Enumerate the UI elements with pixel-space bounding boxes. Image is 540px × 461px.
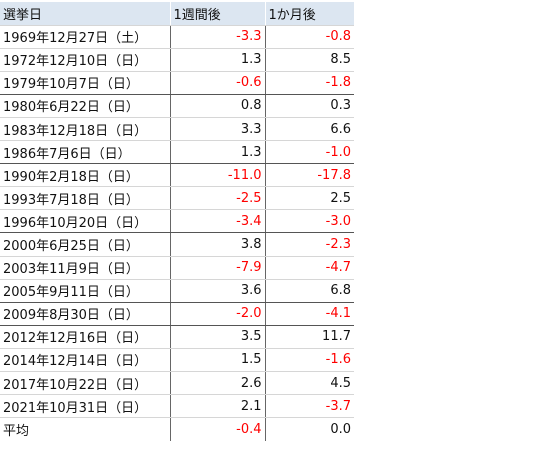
one-week-change-cell: -2.0 bbox=[170, 302, 266, 326]
table-row: 2017年10月22日（日） 2.6 4.5 bbox=[0, 371, 354, 396]
one-week-change-cell: 2.1 bbox=[170, 394, 266, 419]
election-date-cell: 1969年12月27日（土） bbox=[0, 25, 171, 49]
one-week-change-cell: -7.9 bbox=[170, 256, 266, 280]
one-month-change-cell: -3.0 bbox=[265, 209, 354, 234]
table-row: 1969年12月27日（土） -3.3 -0.8 bbox=[0, 25, 354, 49]
table-row: 2009年8月30日（日） -2.0 -4.1 bbox=[0, 302, 354, 326]
election-date-cell: 1979年10月7日（日） bbox=[0, 71, 171, 95]
one-month-change-cell: -0.8 bbox=[265, 25, 354, 49]
one-month-change-cell: 0.3 bbox=[265, 94, 354, 118]
one-month-change-cell: 11.7 bbox=[265, 325, 354, 349]
table-row: 2005年9月11日（日） 3.6 6.8 bbox=[0, 279, 354, 303]
one-month-change-cell: 2.5 bbox=[265, 186, 354, 211]
election-date-cell: 2009年8月30日（日） bbox=[0, 302, 171, 326]
table-row: 2014年12月14日（日） 1.5 -1.6 bbox=[0, 348, 354, 373]
one-week-change-cell: -2.5 bbox=[170, 186, 266, 211]
table-row: 1983年12月18日（日） 3.3 6.6 bbox=[0, 117, 354, 142]
one-week-change-cell: -0.6 bbox=[170, 71, 266, 95]
one-week-change-cell: 0.8 bbox=[170, 94, 266, 118]
one-month-change-cell: -1.6 bbox=[265, 348, 354, 373]
one-month-change-cell: 8.5 bbox=[265, 48, 354, 72]
one-week-change-cell: 3.6 bbox=[170, 279, 266, 303]
header-one-month-after: 1か月後 bbox=[264, 2, 354, 26]
election-date-cell: 1990年2月18日（日） bbox=[0, 163, 171, 188]
one-week-change-cell: 3.8 bbox=[170, 232, 266, 257]
one-week-change-cell: 1.3 bbox=[170, 48, 266, 72]
one-week-change-cell: -3.4 bbox=[170, 209, 266, 234]
table-row: 1990年2月18日（日） -11.0 -17.8 bbox=[0, 163, 354, 188]
table-row: 2012年12月16日（日） 3.5 11.7 bbox=[0, 325, 354, 349]
table-body: 1969年12月27日（土） -3.3 -0.8 1972年12月10日（日） 1.3 8… bbox=[0, 25, 354, 419]
average-one-week: -0.4 bbox=[170, 417, 266, 441]
header-row: 選挙日 1週間後 1か月後 bbox=[0, 2, 354, 26]
one-month-change-cell: -1.8 bbox=[265, 71, 354, 95]
election-returns-table: 選挙日 1週間後 1か月後 1969年12月27日（土） -3.3 -0.8 1972… bbox=[0, 2, 354, 441]
one-week-change-cell: 1.3 bbox=[170, 140, 266, 165]
one-week-change-cell: 1.5 bbox=[170, 348, 266, 373]
election-date-cell: 2005年9月11日（日） bbox=[0, 279, 171, 303]
election-date-cell: 1993年7月18日（日） bbox=[0, 186, 171, 211]
election-date-cell: 2021年10月31日（日） bbox=[0, 394, 171, 419]
table-row: 1979年10月7日（日） -0.6 -1.8 bbox=[0, 71, 354, 95]
election-date-cell: 2012年12月16日（日） bbox=[0, 325, 171, 349]
one-week-change-cell: -11.0 bbox=[170, 163, 266, 188]
table-row: 1972年12月10日（日） 1.3 8.5 bbox=[0, 48, 354, 72]
table-row: 1980年6月22日（日） 0.8 0.3 bbox=[0, 94, 354, 118]
table-row: 2003年11月9日（日） -7.9 -4.7 bbox=[0, 256, 354, 280]
header-one-week-after: 1週間後 bbox=[169, 2, 265, 26]
election-date-cell: 1972年12月10日（日） bbox=[0, 48, 171, 72]
one-month-change-cell: -4.1 bbox=[265, 302, 354, 326]
one-week-change-cell: 2.6 bbox=[170, 371, 266, 396]
table-row: 2021年10月31日（日） 2.1 -3.7 bbox=[0, 394, 354, 419]
one-month-change-cell: -1.0 bbox=[265, 140, 354, 165]
one-month-change-cell: -4.7 bbox=[265, 256, 354, 280]
election-date-cell: 2017年10月22日（日） bbox=[0, 371, 171, 396]
one-week-change-cell: 3.5 bbox=[170, 325, 266, 349]
one-week-change-cell: 3.3 bbox=[170, 117, 266, 142]
header-election-date: 選挙日 bbox=[0, 2, 170, 26]
one-month-change-cell: -3.7 bbox=[265, 394, 354, 419]
election-date-cell: 1996年10月20日（日） bbox=[0, 209, 171, 234]
average-row: 平均 -0.4 0.0 bbox=[0, 417, 354, 441]
election-date-cell: 1986年7月6日（日） bbox=[0, 140, 171, 165]
election-date-cell: 1983年12月18日（日） bbox=[0, 117, 171, 142]
election-date-cell: 2000年6月25日（日） bbox=[0, 232, 171, 257]
election-date-cell: 1980年6月22日（日） bbox=[0, 94, 171, 118]
election-date-cell: 2014年12月14日（日） bbox=[0, 348, 171, 373]
one-month-change-cell: 6.8 bbox=[265, 279, 354, 303]
average-one-month: 0.0 bbox=[265, 417, 354, 441]
table-row: 1986年7月6日（日） 1.3 -1.0 bbox=[0, 140, 354, 165]
table-row: 1996年10月20日（日） -3.4 -3.0 bbox=[0, 209, 354, 234]
one-week-change-cell: -3.3 bbox=[170, 25, 266, 49]
one-month-change-cell: 4.5 bbox=[265, 371, 354, 396]
one-month-change-cell: 6.6 bbox=[265, 117, 354, 142]
one-month-change-cell: -17.8 bbox=[265, 163, 354, 188]
election-date-cell: 2003年11月9日（日） bbox=[0, 256, 171, 280]
one-month-change-cell: -2.3 bbox=[265, 232, 354, 257]
table-row: 2000年6月25日（日） 3.8 -2.3 bbox=[0, 232, 354, 257]
table-row: 1993年7月18日（日） -2.5 2.5 bbox=[0, 186, 354, 211]
average-label: 平均 bbox=[0, 417, 171, 441]
